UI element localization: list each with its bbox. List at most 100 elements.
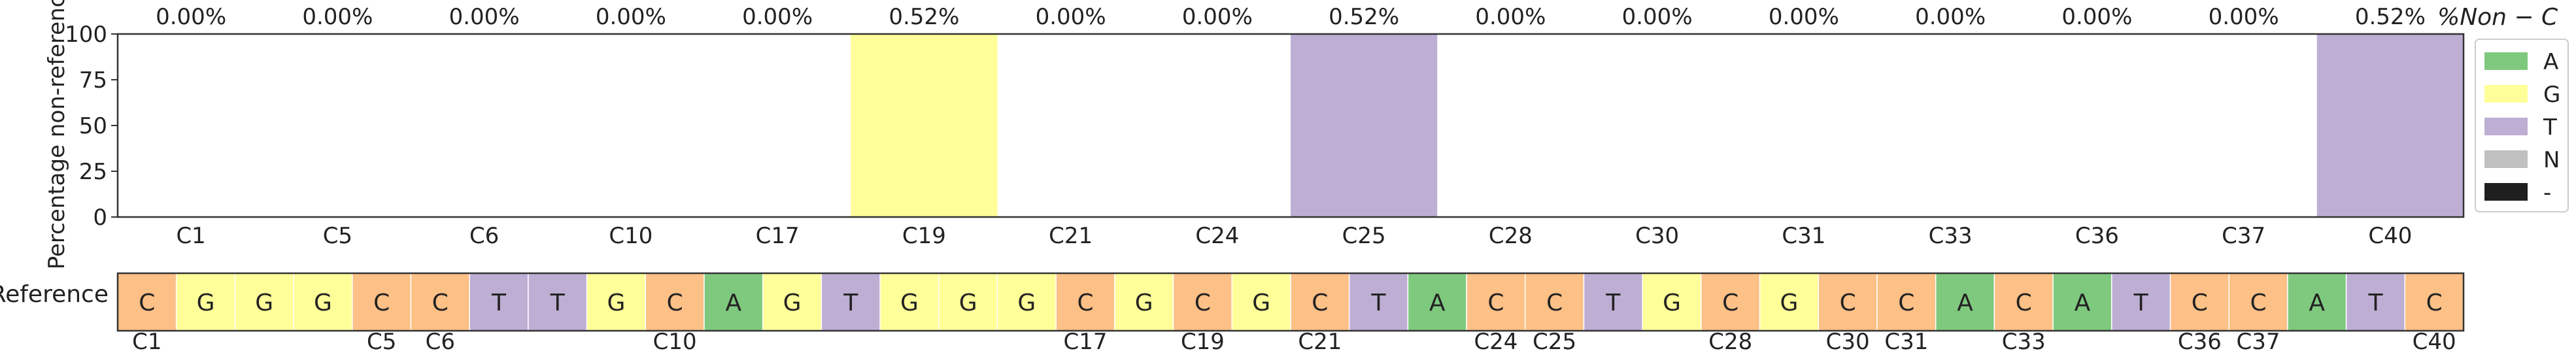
reference-base: A: [1957, 290, 1973, 316]
reference-base: A: [726, 290, 742, 316]
percent-label: 0.52%: [1329, 4, 1399, 30]
reference-cell: [1642, 273, 1702, 331]
percent-label: 0.00%: [742, 4, 813, 30]
percent-label: 0.00%: [1622, 4, 1693, 30]
percent-label: 0.00%: [2209, 4, 2279, 30]
percent-label: 0.00%: [1475, 4, 1546, 30]
reference-base: G: [1135, 290, 1153, 316]
legend-swatch-gap: [2484, 183, 2528, 201]
legend-label-n: N: [2543, 147, 2560, 173]
percent-label: 0.00%: [1036, 4, 1106, 30]
percent-label: 0.00%: [596, 4, 666, 30]
reference-cell: [1290, 273, 1350, 331]
bar-c25: [1291, 34, 1438, 217]
reference-position-label: C6: [426, 329, 455, 353]
reference-cell: [645, 273, 705, 331]
reference-base: G: [900, 290, 919, 316]
reference-position-label: C37: [2237, 329, 2280, 353]
x-tick-label: C19: [902, 223, 946, 249]
percent-labels: 0.00% 0.00% 0.00% 0.00% 0.00% 0.52% 0.00% 0.00%…: [156, 4, 2426, 30]
legend-label-a: A: [2543, 49, 2558, 75]
y-tick-label: 50: [79, 113, 107, 139]
reference-cell: [1759, 273, 1820, 331]
reference-base: A: [2309, 290, 2325, 316]
reference-base: G: [1663, 290, 1681, 316]
reference-base: A: [1429, 290, 1446, 316]
reference-base: C: [2192, 290, 2208, 316]
x-tick-label: C17: [756, 223, 800, 249]
reference-base: T: [843, 290, 858, 316]
reference-cell: [1407, 273, 1467, 331]
reference-position-label: C19: [1181, 329, 1225, 353]
x-tick-label: C24: [1195, 223, 1239, 249]
percent-label: 0.00%: [302, 4, 373, 30]
reference-cell: [2052, 273, 2112, 331]
x-tick-label: C36: [2075, 223, 2119, 249]
legend-label-t: T: [2543, 114, 2557, 141]
y-axis-label: Percentage non-reference: [44, 0, 70, 269]
percent-label: 0.00%: [1769, 4, 1839, 30]
percent-label: 0.52%: [2355, 4, 2426, 30]
reference-base: C: [1487, 290, 1504, 316]
reference-base: C: [1546, 290, 1563, 316]
x-tick-label: C1: [176, 223, 205, 249]
legend-label-g: G: [2543, 82, 2560, 108]
reference-position-label: C24: [1474, 329, 1517, 353]
reference-base: T: [1605, 290, 1621, 316]
reference-base: G: [1017, 290, 1036, 316]
reference-base: C: [1840, 290, 1856, 316]
reference-base: T: [2367, 290, 2383, 316]
reference-base: T: [550, 290, 566, 316]
reference-base: T: [2133, 290, 2149, 316]
reference-position-label: C36: [2178, 329, 2222, 353]
reference-base: C: [1195, 290, 1211, 316]
reference-base: G: [607, 290, 625, 316]
percent-label: 0.52%: [889, 4, 959, 30]
percent-label: 0.00%: [156, 4, 226, 30]
x-axis: C1 C5 C6 C10 C17 C19 C21 C24 C25 C28 C30 C31 C33 C36 C…: [176, 223, 2412, 249]
reference-base: C: [2250, 290, 2266, 316]
reference-cell: [1231, 273, 1291, 331]
x-tick-label: C28: [1489, 223, 1533, 249]
reference-base: C: [2016, 290, 2032, 316]
reference-cell: [762, 273, 822, 331]
y-tick-label: 100: [65, 22, 107, 48]
reference-position-label: C1: [132, 329, 161, 353]
reference-cell: [1114, 273, 1174, 331]
reference-position-label: C10: [653, 329, 697, 353]
x-tick-label: C10: [609, 223, 652, 249]
reference-base: C: [667, 290, 683, 316]
x-tick-label: C6: [469, 223, 499, 249]
reference-cell: [528, 273, 588, 331]
reference-base: G: [255, 290, 273, 316]
reference-position-label: C28: [1708, 329, 1752, 353]
x-tick-label: C5: [323, 223, 352, 249]
y-tick-label: 75: [79, 67, 107, 93]
reference-cell: [1055, 273, 1115, 331]
reference-base: G: [959, 290, 977, 316]
percent-label: 0.00%: [1182, 4, 1253, 30]
reference-position-label: C25: [1533, 329, 1576, 353]
reference-cell: [1993, 273, 2054, 331]
x-tick-label: C25: [1342, 223, 1386, 249]
x-tick-label: C30: [1635, 223, 1679, 249]
percent-label: 0.00%: [449, 4, 520, 30]
legend-swatch-a: [2484, 52, 2528, 70]
legend-swatch-t: [2484, 118, 2528, 135]
reference-position-label: C31: [1884, 329, 1928, 353]
reference-base: C: [1312, 290, 1328, 316]
reference-base: G: [314, 290, 332, 316]
reference-position-label: C5: [367, 329, 396, 353]
reference-base: G: [197, 290, 215, 316]
y-axis: 0 25 50 75 100: [65, 22, 118, 231]
reference-base: C: [1722, 290, 1738, 316]
reference-cell: [2287, 273, 2347, 331]
reference-cell: [879, 273, 940, 331]
reference-frame: [116, 272, 2465, 332]
x-tick-label: C40: [2368, 223, 2412, 249]
y-tick-label: 25: [79, 159, 107, 185]
reference-base: C: [139, 290, 155, 316]
reference-cell: [938, 273, 998, 331]
